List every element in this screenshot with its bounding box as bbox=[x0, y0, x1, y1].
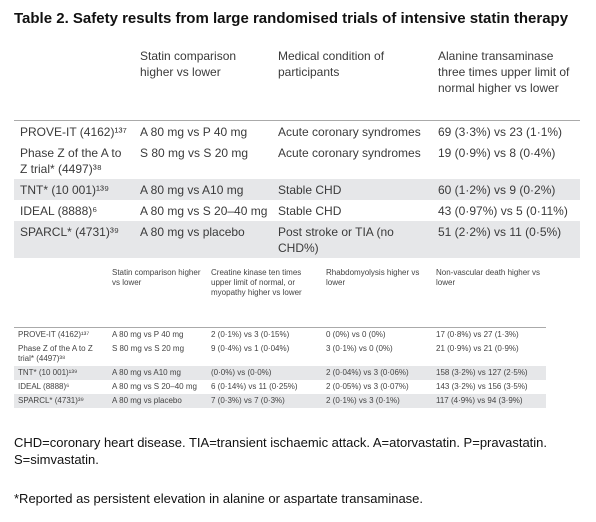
statin-cell: A 80 mg vs S 20–40 mg bbox=[112, 382, 197, 391]
asterisk-footnote: *Reported as persistent elevation in ala… bbox=[14, 491, 424, 506]
non-vascular-death-cell: 158 (3·2%) vs 127 (2·5%) bbox=[432, 366, 546, 380]
muscle-mortality-table: Statin comparison higher vs lower Creati… bbox=[14, 265, 546, 408]
trial-cell: SPARCL* (4731)³⁹ bbox=[14, 221, 134, 258]
statin-cell: A 80 mg vs S 20–40 mg bbox=[140, 204, 268, 218]
column-header-alanine-transaminase: Alanine transaminase three times upper l… bbox=[438, 49, 570, 95]
rhabdomyolysis-cell: 2 (0·05%) vs 3 (0·07%) bbox=[326, 382, 409, 391]
table-row: TNT* (10 001)¹³⁹ A 80 mg vs A10 mg Stabl… bbox=[14, 179, 580, 200]
rhabdomyolysis-cell: 3 (0·1%) vs 0 (0%) bbox=[326, 344, 393, 353]
condition-cell: Post stroke or TIA (no CHD%) bbox=[272, 221, 432, 258]
alt-cell: 51 (2·2%) vs 11 (0·5%) bbox=[432, 221, 580, 258]
rhabdomyolysis-cell: 0 (0%) vs 0 (0%) bbox=[326, 330, 386, 339]
alt-cell: 69 (3·3%) vs 23 (1·1%) bbox=[432, 120, 580, 142]
column-header-creatine-kinase: Creatine kinase ten times upper limit of… bbox=[207, 265, 322, 328]
rhabdomyolysis-cell: 2 (0·04%) vs 3 (0·06%) bbox=[322, 366, 432, 380]
trial-cell: TNT* (10 001)¹³⁹ bbox=[14, 179, 134, 200]
condition-cell: Acute coronary syndromes bbox=[278, 146, 421, 160]
alt-cell: 19 (0·9%) vs 8 (0·4%) bbox=[438, 146, 556, 160]
trial-cell: Phase Z of the A to Z trial* (4497)³⁸ bbox=[18, 344, 93, 363]
creatine-kinase-cell: 9 (0·4%) vs 1 (0·04%) bbox=[211, 344, 290, 353]
statin-cell: A 80 mg vs placebo bbox=[134, 221, 272, 258]
condition-cell: Stable CHD bbox=[278, 204, 342, 218]
alt-safety-table: Statin comparison higher vs lower Medica… bbox=[14, 45, 580, 258]
condition-cell: Acute coronary syndromes bbox=[272, 120, 432, 142]
table-row: Phase Z of the A to Z trial* (4497)³⁸ S … bbox=[14, 142, 580, 179]
statin-cell: S 80 mg vs S 20 mg bbox=[112, 344, 185, 353]
statin-cell: A 80 mg vs P 40 mg bbox=[134, 120, 272, 142]
abbreviations-footnote: CHD=coronary heart disease. TIA=transien… bbox=[14, 435, 548, 467]
trial-cell: IDEAL (8888)⁶ bbox=[20, 204, 98, 218]
table-row: Phase Z of the A to Z trial* (4497)³⁸ S … bbox=[14, 342, 546, 366]
non-vascular-death-cell: 21 (0·9%) vs 21 (0·9%) bbox=[436, 344, 519, 353]
table-row: PROVE-IT (4162)¹³⁷ A 80 mg vs P 40 mg Ac… bbox=[14, 120, 580, 142]
column-header-rhabdomyolysis: Rhabdomyolysis higher vs lower bbox=[322, 265, 432, 328]
non-vascular-death-cell: 117 (4·9%) vs 94 (3·9%) bbox=[432, 394, 546, 408]
alt-cell: 43 (0·97%) vs 5 (0·11%) bbox=[438, 204, 568, 218]
table-row: IDEAL (8888)⁶ A 80 mg vs S 20–40 mg 6 (0… bbox=[14, 380, 546, 394]
table-title: Table 2. Safety results from large rando… bbox=[14, 10, 569, 27]
statin-cell: A 80 mg vs A10 mg bbox=[134, 179, 272, 200]
column-header-trial bbox=[14, 265, 108, 328]
trial-cell: IDEAL (8888)⁶ bbox=[18, 382, 70, 391]
column-header-trial bbox=[14, 45, 134, 121]
rhabdomyolysis-cell: 2 (0·1%) vs 3 (0·1%) bbox=[322, 394, 432, 408]
creatine-kinase-cell: (0·0%) vs (0·0%) bbox=[207, 366, 322, 380]
table-row: SPARCL* (4731)³⁹ A 80 mg vs placebo Post… bbox=[14, 221, 580, 258]
creatine-kinase-cell: 6 (0·14%) vs 11 (0·25%) bbox=[211, 382, 298, 391]
statin-cell: S 80 mg vs S 20 mg bbox=[140, 146, 249, 160]
statin-cell: A 80 mg vs P 40 mg bbox=[112, 330, 184, 339]
table-row: IDEAL (8888)⁶ A 80 mg vs S 20–40 mg Stab… bbox=[14, 200, 580, 221]
table-row: PROVE-IT (4162)¹³⁷ A 80 mg vs P 40 mg 2 … bbox=[14, 328, 546, 343]
non-vascular-death-cell: 143 (3·2%) vs 156 (3·5%) bbox=[436, 382, 528, 391]
column-header-non-vascular-death: Non-vascular death higher vs lower bbox=[432, 265, 546, 328]
trial-cell: PROVE-IT (4162)¹³⁷ bbox=[14, 120, 134, 142]
creatine-kinase-cell: 7 (0·3%) vs 7 (0·3%) bbox=[207, 394, 322, 408]
trial-cell: TNT* (10 001)¹³⁹ bbox=[14, 366, 108, 380]
column-header-statin-comparison: Statin comparison higher vs lower bbox=[140, 49, 237, 79]
condition-cell: Stable CHD bbox=[272, 179, 432, 200]
trial-cell: SPARCL* (4731)³⁹ bbox=[14, 394, 108, 408]
statin-cell: A 80 mg vs placebo bbox=[108, 394, 207, 408]
statin-cell: A 80 mg vs A10 mg bbox=[108, 366, 207, 380]
trial-cell: Phase Z of the A to Z trial* (4497)³⁸ bbox=[20, 146, 122, 176]
alt-cell: 60 (1·2%) vs 9 (0·2%) bbox=[432, 179, 580, 200]
non-vascular-death-cell: 17 (0·8%) vs 27 (1·3%) bbox=[436, 330, 519, 339]
table-row: SPARCL* (4731)³⁹ A 80 mg vs placebo 7 (0… bbox=[14, 394, 546, 408]
column-header-medical-condition: Medical condition of participants bbox=[278, 49, 385, 79]
creatine-kinase-cell: 2 (0·1%) vs 3 (0·15%) bbox=[211, 330, 290, 339]
table-row: TNT* (10 001)¹³⁹ A 80 mg vs A10 mg (0·0%… bbox=[14, 366, 546, 380]
trial-cell: PROVE-IT (4162)¹³⁷ bbox=[18, 330, 90, 339]
column-header-statin-comparison: Statin comparison higher vs lower bbox=[108, 265, 207, 328]
